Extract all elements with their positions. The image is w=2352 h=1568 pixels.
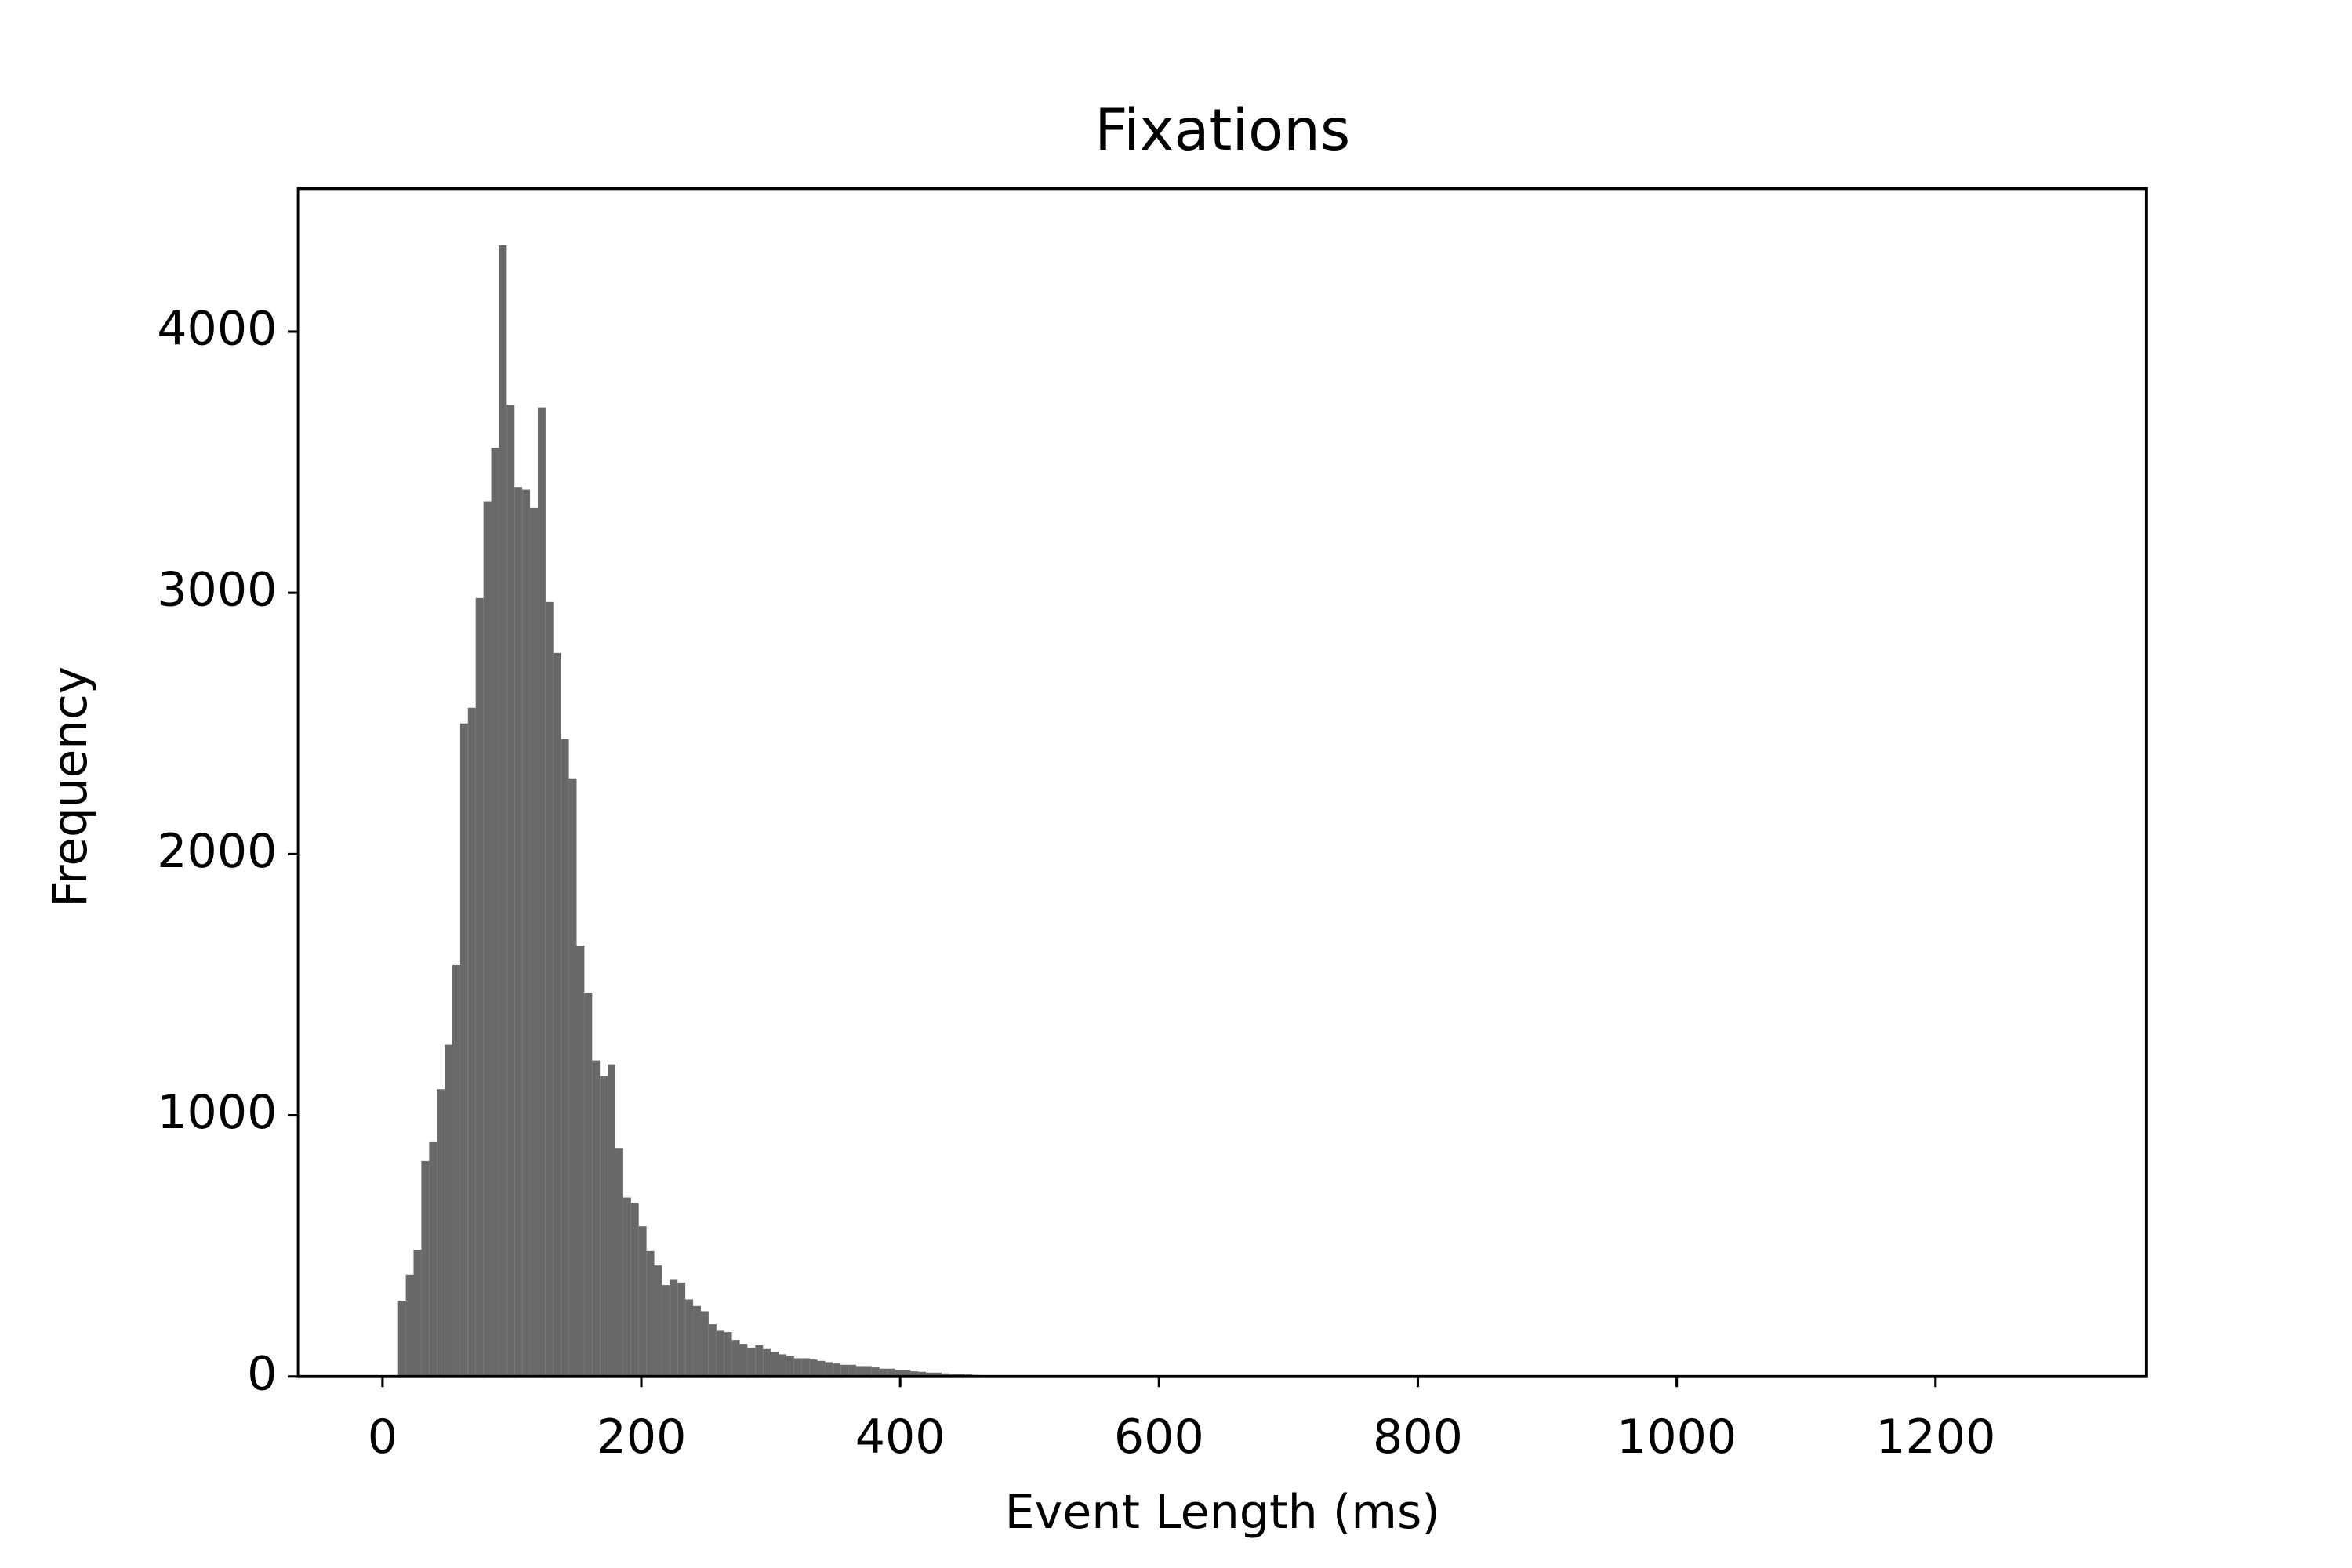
bar <box>413 1250 422 1377</box>
chart-title: Fixations <box>1094 97 1350 164</box>
x-tick-label: 200 <box>597 1410 687 1465</box>
bar <box>863 1366 872 1377</box>
bar <box>568 778 577 1377</box>
bar <box>459 723 468 1377</box>
x-tick-label: 1200 <box>1875 1410 1995 1465</box>
bar <box>421 1160 430 1377</box>
bar <box>779 1354 786 1377</box>
bar <box>437 1089 445 1377</box>
bar <box>397 1301 406 1377</box>
bar <box>467 707 476 1377</box>
bar <box>793 1358 802 1377</box>
bar <box>926 1372 935 1377</box>
bar <box>871 1367 880 1377</box>
x-tick-label: 800 <box>1373 1410 1463 1465</box>
bar <box>499 245 507 1377</box>
bar <box>700 1311 709 1377</box>
bar <box>833 1363 841 1377</box>
bar <box>771 1352 779 1377</box>
bar <box>934 1372 942 1377</box>
y-tick-label: 2000 <box>157 824 277 879</box>
bar <box>910 1371 919 1377</box>
bar <box>654 1265 662 1377</box>
bar <box>429 1141 437 1377</box>
x-axis-label: Event Length (ms) <box>1005 1485 1440 1540</box>
bar <box>537 407 546 1377</box>
bar <box>506 405 515 1377</box>
bar <box>561 739 569 1377</box>
bar <box>452 964 460 1377</box>
bar <box>662 1285 670 1377</box>
bar <box>801 1358 810 1377</box>
x-tick-label: 600 <box>1114 1410 1204 1465</box>
y-tick-label: 0 <box>247 1347 277 1402</box>
bar <box>755 1345 764 1377</box>
bar <box>491 448 499 1377</box>
bar <box>817 1360 826 1377</box>
bar <box>475 597 484 1377</box>
bar <box>576 945 585 1377</box>
bar <box>747 1348 756 1377</box>
bar <box>445 1044 453 1377</box>
bar <box>902 1370 911 1377</box>
bar <box>522 489 531 1377</box>
bar <box>584 992 593 1377</box>
bar <box>608 1064 616 1377</box>
bar <box>646 1250 655 1377</box>
bar <box>786 1356 794 1377</box>
bar <box>685 1299 694 1377</box>
bar <box>630 1203 639 1377</box>
bar <box>895 1370 903 1377</box>
bar <box>545 601 554 1377</box>
y-axis-label: Frequency <box>43 666 98 908</box>
y-tick-label: 1000 <box>157 1085 277 1140</box>
bar <box>483 501 492 1377</box>
bar <box>942 1373 949 1377</box>
plot-frame <box>296 187 2148 1378</box>
bar <box>514 487 523 1377</box>
bar <box>887 1368 895 1377</box>
bar <box>677 1282 686 1377</box>
bar <box>809 1359 818 1377</box>
bar <box>592 1060 601 1377</box>
bar <box>763 1348 771 1377</box>
bar <box>848 1364 857 1377</box>
bar <box>693 1305 701 1377</box>
bar <box>840 1364 849 1377</box>
bar <box>879 1368 887 1377</box>
x-tick-label: 400 <box>855 1410 946 1465</box>
bar <box>918 1371 927 1377</box>
bar <box>530 507 538 1377</box>
bar <box>716 1330 724 1377</box>
bar <box>670 1279 678 1377</box>
bar <box>622 1197 631 1377</box>
bar <box>405 1274 414 1377</box>
bar <box>731 1340 740 1377</box>
x-tick-label: 1000 <box>1617 1410 1737 1465</box>
bar <box>825 1362 833 1377</box>
bar <box>553 652 561 1377</box>
y-tick-label: 3000 <box>157 563 277 618</box>
bar <box>600 1076 608 1377</box>
bar <box>856 1366 864 1377</box>
bar <box>724 1332 732 1377</box>
bar <box>638 1226 647 1377</box>
bar <box>739 1344 748 1377</box>
x-tick-label: 0 <box>368 1410 397 1465</box>
bar <box>708 1324 717 1377</box>
y-tick-label: 4000 <box>157 302 277 357</box>
bar <box>615 1148 623 1377</box>
